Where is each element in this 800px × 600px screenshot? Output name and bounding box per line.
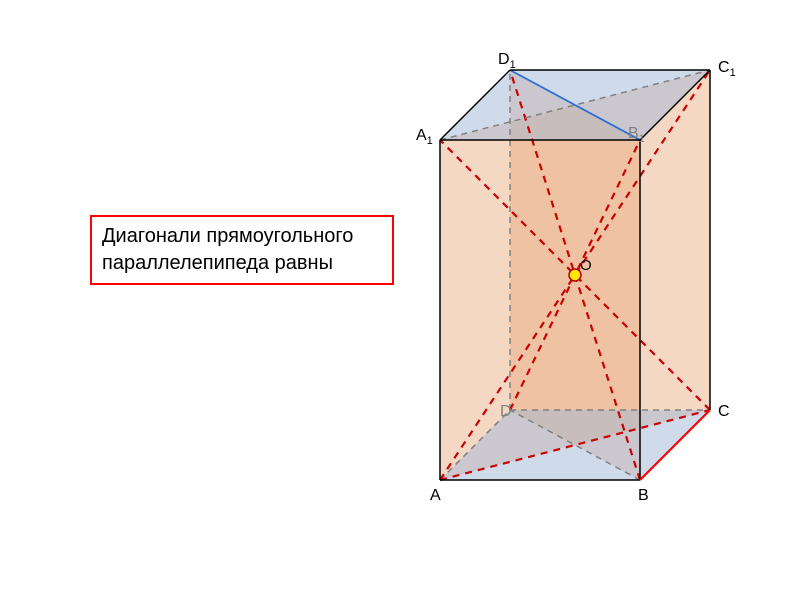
vertex-label-D1: D1 — [498, 51, 516, 71]
vertex-label-B: B — [638, 487, 649, 504]
vertex-label-A: A — [430, 487, 441, 504]
vertex-label-D: D — [500, 403, 512, 420]
vertex-label-O: O — [580, 257, 592, 274]
vertex-label-C1: C1 — [718, 59, 736, 79]
vertex-label-C: C — [718, 403, 730, 420]
parallelepiped-diagram: ABCDA1B1C1D1O — [0, 0, 800, 600]
vertex-label-A1: A1 — [416, 127, 433, 147]
